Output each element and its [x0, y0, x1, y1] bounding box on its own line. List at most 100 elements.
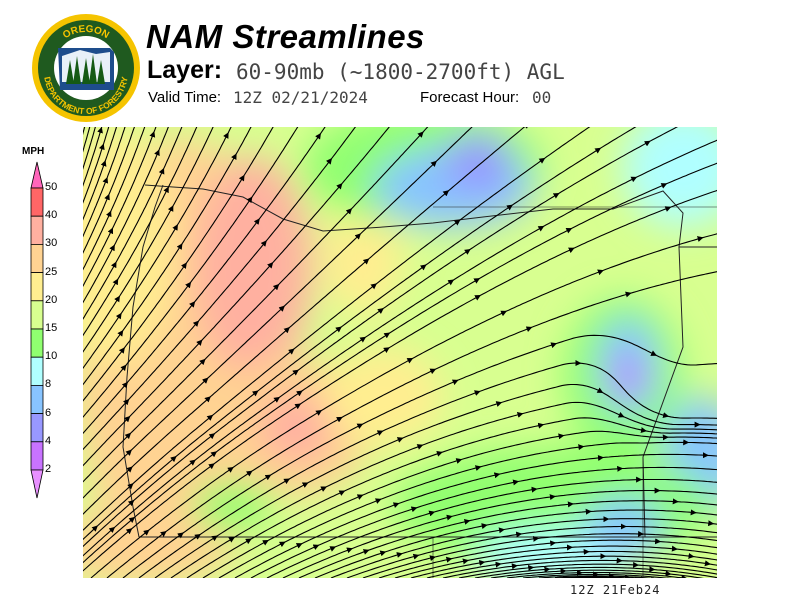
streamline-arrow [273, 396, 281, 403]
streamline-arrow [436, 450, 443, 457]
svg-text:OREGON: OREGON [61, 24, 111, 41]
streamline-arrow [558, 433, 565, 440]
streamline-arrow [356, 423, 364, 430]
streamline-arrow [537, 422, 545, 429]
streamline-arrow [362, 549, 370, 555]
layer-label: Layer: [147, 56, 223, 84]
streamline-arrow [597, 269, 604, 276]
streamline-arrow [315, 410, 323, 416]
streamline-arrow [117, 329, 124, 337]
streamline-arrow [525, 326, 533, 333]
streamline-arrow [565, 227, 573, 234]
streamline-arrow [109, 244, 115, 252]
streamline-arrow [660, 183, 668, 189]
streamline-arrow [172, 224, 178, 231]
streamline-arrow [170, 455, 177, 463]
streamline-arrow [463, 518, 471, 525]
streamline [83, 127, 299, 418]
streamline-arrow [392, 502, 400, 509]
streamline-arrow [617, 411, 625, 418]
streamline [122, 334, 717, 578]
streamline-arrow [704, 560, 711, 567]
streamline-arrow [123, 398, 130, 406]
streamline-arrow [462, 558, 469, 565]
legend-tick-label: 10 [45, 350, 58, 363]
streamline-arrow [325, 158, 333, 165]
streamline-arrow [516, 412, 524, 418]
streamline-arrow [177, 532, 184, 539]
streamline-arrow [127, 499, 135, 507]
streamline-arrow [446, 514, 453, 521]
streamline-arrow [447, 279, 455, 286]
streamline [83, 127, 526, 515]
streamline-arrow [428, 510, 436, 517]
streamline-arrow [260, 240, 267, 247]
streamline-arrow [417, 131, 424, 138]
color-swatch [30, 413, 44, 443]
streamline-arrow [312, 544, 320, 551]
streamline-arrow [474, 465, 482, 472]
streamline [474, 566, 717, 578]
streamline-arrow [228, 537, 235, 543]
streamline-arrow [231, 153, 237, 161]
streamline [410, 550, 717, 578]
streamline-arrow [163, 186, 169, 194]
streamline-arrow [493, 472, 501, 479]
streamline-arrow [125, 449, 132, 456]
streamline-arrow [294, 403, 302, 410]
legend-tick-label: 50 [45, 181, 58, 193]
streamline [83, 127, 146, 271]
streamline [154, 383, 717, 578]
model-run-stamp: 12Z 21Feb24 [570, 583, 661, 597]
streamline-arrow [97, 127, 103, 134]
streamline [83, 127, 96, 170]
streamline [83, 127, 429, 483]
eastern-border [642, 246, 684, 538]
streamline-arrow [495, 401, 503, 407]
streamline-arrow [288, 348, 295, 355]
streamline-arrow [406, 358, 414, 364]
streamline-arrow [552, 193, 560, 199]
streamline-arrow [377, 308, 384, 314]
legend-tick-label: 15 [45, 322, 58, 334]
streamline-arrow [149, 131, 156, 138]
page-title: NAM Streamlines [146, 18, 425, 55]
streamline-arrow [211, 535, 218, 542]
valid-time-value: 12Z 02/21/2024 [233, 88, 368, 107]
columbia-river-border [144, 184, 717, 248]
streamline-arrow [478, 559, 486, 566]
streamline-arrow [246, 196, 253, 204]
streamline-arrow [196, 339, 203, 347]
streamline-arrow [208, 463, 215, 470]
streamline-arrow [127, 483, 134, 490]
streamline-arrow [664, 206, 672, 212]
color-swatch [30, 441, 44, 471]
legend-tick-label: 25 [45, 265, 58, 278]
streamline-arrow [189, 301, 196, 308]
streamline-arrow [376, 430, 384, 436]
streamline-arrow [359, 336, 367, 343]
streamline-arrow [227, 466, 234, 473]
valid-time-label: Valid Time: [148, 89, 222, 106]
streamline [83, 127, 118, 221]
streamline [83, 139, 717, 557]
streamline-arrow [445, 556, 453, 563]
streamline-arrow [336, 416, 343, 423]
streamline-arrow [335, 326, 342, 333]
layer-value: 60-90mb (~1800-2700ft) AGL [236, 60, 565, 84]
streamline-arrow [160, 531, 167, 537]
color-swatch [30, 187, 44, 217]
streamline-arrow [204, 396, 211, 403]
streamline-arrow [640, 427, 647, 434]
streamline-arrow [320, 486, 327, 492]
streamline-arrow [102, 176, 109, 184]
streamline-arrow [206, 414, 214, 421]
streamline-arrow [262, 540, 269, 546]
streamline-arrow [128, 516, 136, 523]
streamline-arrow [143, 529, 150, 536]
streamline-arrow [383, 332, 391, 339]
streamline-arrow [346, 547, 353, 554]
streamline-arrow [362, 258, 370, 265]
streamline [83, 127, 157, 287]
streamline [490, 569, 705, 578]
